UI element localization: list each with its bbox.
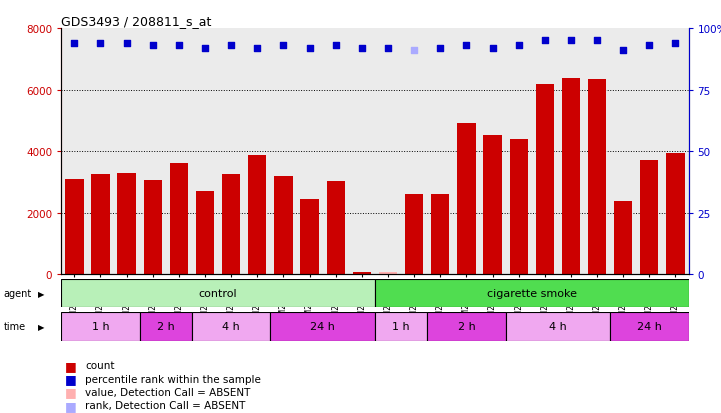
Bar: [92, 174, 110, 275]
Text: rank, Detection Call = ABSENT: rank, Detection Call = ABSENT: [85, 400, 245, 410]
Bar: [536, 85, 554, 275]
Point: [330, 43, 342, 50]
Bar: [510, 140, 528, 275]
Point: [408, 48, 420, 55]
Point: [487, 45, 498, 52]
Bar: [143, 181, 162, 275]
Bar: [140, 313, 192, 341]
Text: 4 h: 4 h: [549, 322, 567, 332]
Bar: [270, 313, 375, 341]
Bar: [610, 313, 689, 341]
Bar: [353, 272, 371, 275]
Point: [539, 38, 551, 45]
Point: [644, 43, 655, 50]
Bar: [327, 182, 345, 275]
Text: cigarette smoke: cigarette smoke: [487, 289, 577, 299]
Bar: [379, 273, 397, 275]
Text: control: control: [199, 289, 237, 299]
Text: ▶: ▶: [38, 289, 45, 298]
Text: 2 h: 2 h: [157, 322, 174, 332]
Point: [513, 43, 524, 50]
Bar: [483, 135, 502, 275]
Text: ▶: ▶: [38, 322, 45, 331]
Point: [278, 43, 289, 50]
Text: 1 h: 1 h: [392, 322, 410, 332]
Point: [670, 40, 681, 47]
Text: value, Detection Call = ABSENT: value, Detection Call = ABSENT: [85, 387, 250, 397]
Bar: [614, 202, 632, 275]
Bar: [431, 194, 449, 275]
Text: ■: ■: [65, 359, 76, 372]
Bar: [375, 280, 689, 308]
Text: 24 h: 24 h: [310, 322, 335, 332]
Point: [565, 38, 577, 45]
Text: 4 h: 4 h: [222, 322, 240, 332]
Bar: [196, 192, 214, 275]
Point: [199, 45, 211, 52]
Point: [382, 45, 394, 52]
Text: 2 h: 2 h: [458, 322, 475, 332]
Point: [617, 48, 629, 55]
Text: ■: ■: [65, 372, 76, 385]
Text: ■: ■: [65, 399, 76, 412]
Bar: [61, 313, 140, 341]
Bar: [274, 177, 293, 275]
Bar: [169, 164, 188, 275]
Bar: [61, 280, 375, 308]
Point: [435, 45, 446, 52]
Bar: [405, 194, 423, 275]
Point: [591, 38, 603, 45]
Point: [147, 43, 159, 50]
Bar: [457, 123, 476, 275]
Text: ■: ■: [65, 385, 76, 399]
Bar: [588, 80, 606, 275]
Point: [121, 40, 133, 47]
Bar: [192, 313, 270, 341]
Bar: [562, 79, 580, 275]
Point: [304, 45, 315, 52]
Text: percentile rank within the sample: percentile rank within the sample: [85, 374, 261, 384]
Point: [94, 40, 106, 47]
Bar: [248, 156, 267, 275]
Text: GDS3493 / 208811_s_at: GDS3493 / 208811_s_at: [61, 15, 212, 28]
Text: time: time: [4, 322, 26, 332]
Point: [252, 45, 263, 52]
Bar: [428, 313, 505, 341]
Point: [173, 43, 185, 50]
Text: 1 h: 1 h: [92, 322, 110, 332]
Text: 24 h: 24 h: [637, 322, 662, 332]
Text: agent: agent: [4, 289, 32, 299]
Bar: [65, 179, 84, 275]
Bar: [118, 174, 136, 275]
Bar: [222, 174, 240, 275]
Bar: [505, 313, 610, 341]
Bar: [640, 161, 658, 275]
Text: count: count: [85, 361, 115, 370]
Point: [461, 43, 472, 50]
Point: [356, 45, 368, 52]
Bar: [375, 313, 428, 341]
Point: [226, 43, 237, 50]
Bar: [666, 154, 685, 275]
Point: [68, 40, 80, 47]
Bar: [301, 199, 319, 275]
